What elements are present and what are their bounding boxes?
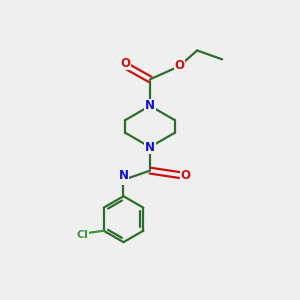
Text: O: O — [120, 57, 130, 70]
Text: H: H — [119, 174, 128, 184]
Text: N: N — [145, 99, 155, 112]
Text: N: N — [145, 141, 155, 154]
Text: O: O — [174, 59, 184, 72]
Text: Cl: Cl — [76, 230, 88, 240]
Text: O: O — [180, 169, 190, 182]
Text: N: N — [118, 169, 128, 182]
